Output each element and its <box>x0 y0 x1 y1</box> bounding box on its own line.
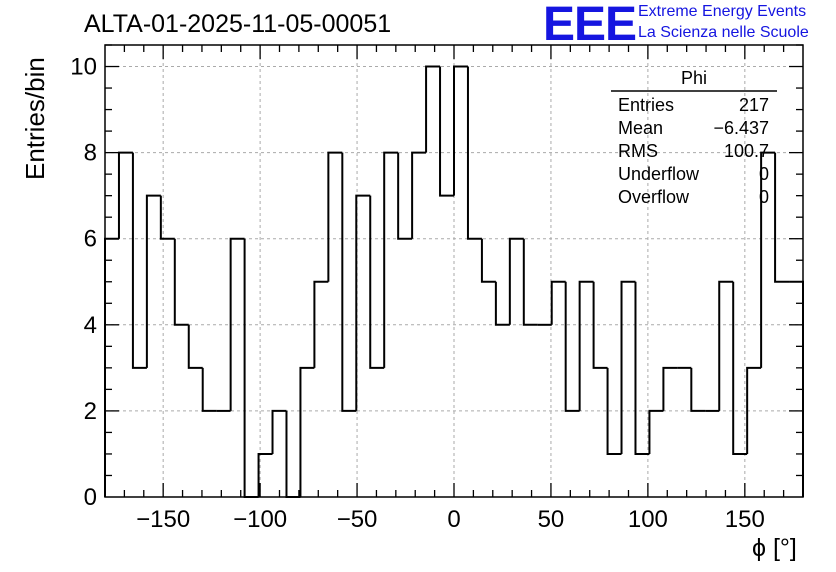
histogram-bin-5 <box>173 238 189 326</box>
histogram-bin-23 <box>425 65 441 153</box>
y-tick-label-4: 8 <box>84 140 97 167</box>
histogram-bin-27 <box>480 238 496 283</box>
stats-label-entries: Entries <box>618 95 674 115</box>
y-tick-label-5: 10 <box>70 54 97 81</box>
histogram-bin-18 <box>355 194 371 411</box>
histogram-bin-24 <box>439 66 454 197</box>
x-tick-label-2: −50 <box>337 506 378 533</box>
histogram-bin-4 <box>159 195 175 240</box>
histogram-bin-20 <box>383 151 399 368</box>
axis-ticks <box>105 44 803 497</box>
histogram-bin-29 <box>508 237 524 325</box>
stats-box: Phi Entries 217 Mean −6.437 RMS 100.7 Underflow… <box>611 68 777 207</box>
plot-title: ALTA-01-2025-11-05-00051 <box>84 10 392 38</box>
histogram-bin-39 <box>648 409 664 454</box>
histogram-bin-13 <box>285 410 301 498</box>
x-tick-label-4: 50 <box>538 506 565 533</box>
x-axis-label: ϕ [°] <box>752 534 797 562</box>
histogram-bin-32 <box>550 280 566 325</box>
histogram-bin-36 <box>606 367 622 455</box>
histogram-bin-10 <box>243 238 259 498</box>
histogram-bin-44 <box>718 280 734 411</box>
histogram-bin-48 <box>774 152 790 283</box>
histogram-bin-3 <box>145 194 161 368</box>
x-tick-label-6: 150 <box>725 506 765 533</box>
stats-box-name: Phi <box>681 68 707 88</box>
stats-value-rms: 100.7 <box>724 141 769 161</box>
x-tick-label-1: −100 <box>233 506 287 533</box>
histogram-bin-25 <box>453 65 468 196</box>
histogram-bin-40 <box>662 366 678 411</box>
eee-logo: EEE <box>543 0 637 51</box>
histogram-bin-9 <box>229 237 245 411</box>
histogram-bin-30 <box>522 238 538 326</box>
histogram-bin-46 <box>746 366 762 454</box>
histogram-bin-2 <box>131 152 147 369</box>
x-tick-label-0: −150 <box>136 506 190 533</box>
eee-logo-line2: La Scienza nelle Scuole <box>638 24 809 41</box>
stats-value-overflow: 0 <box>759 187 769 207</box>
histogram-bin-19 <box>369 195 385 369</box>
histogram-bin-33 <box>564 281 580 412</box>
histogram-bin-34 <box>578 280 594 411</box>
histogram-bin-7 <box>201 367 217 412</box>
y-tick-label-3: 6 <box>84 226 97 253</box>
stats-label-rms: RMS <box>618 141 658 161</box>
histogram-bin-28 <box>494 281 510 326</box>
stats-label-overflow: Overflow <box>618 187 690 207</box>
histogram-bin-45 <box>732 281 748 455</box>
histogram-bin-6 <box>187 324 203 369</box>
histogram-bin-16 <box>327 151 343 282</box>
y-tick-label-2: 4 <box>84 312 97 339</box>
x-tick-label-3: 0 <box>447 506 460 533</box>
stats-value-underflow: 0 <box>759 164 769 184</box>
stats-label-mean: Mean <box>618 118 663 138</box>
axis-tick-labels: −150 −100 −50 0 50 100 150 0 2 4 6 8 10 <box>70 54 765 533</box>
histogram-bin-14 <box>299 366 315 497</box>
histogram-bin-15 <box>313 280 329 368</box>
histogram-bin-1 <box>117 151 133 239</box>
stats-label-underflow: Underflow <box>618 164 700 184</box>
histogram-bin-37 <box>620 280 636 454</box>
stats-value-entries: 217 <box>739 95 769 115</box>
histogram-bin-35 <box>592 281 608 369</box>
histogram-bin-47 <box>760 151 776 368</box>
histogram-bin-11 <box>257 452 273 497</box>
histogram-bin-12 <box>271 409 287 454</box>
histogram-bin-17 <box>341 152 357 412</box>
stats-value-mean: −6.437 <box>713 118 769 138</box>
histogram-bin-38 <box>634 281 650 455</box>
histogram-bin-22 <box>411 151 427 239</box>
histogram-bin-42 <box>690 367 706 412</box>
histogram-bin-21 <box>397 152 413 240</box>
y-axis-label: Entries/bin <box>20 57 50 180</box>
y-tick-label-0: 0 <box>84 484 97 511</box>
histogram-bin-26 <box>466 66 482 240</box>
x-tick-label-5: 100 <box>628 506 668 533</box>
eee-logo-line1: Extreme Energy Events <box>638 3 807 20</box>
y-tick-label-1: 2 <box>84 398 97 425</box>
